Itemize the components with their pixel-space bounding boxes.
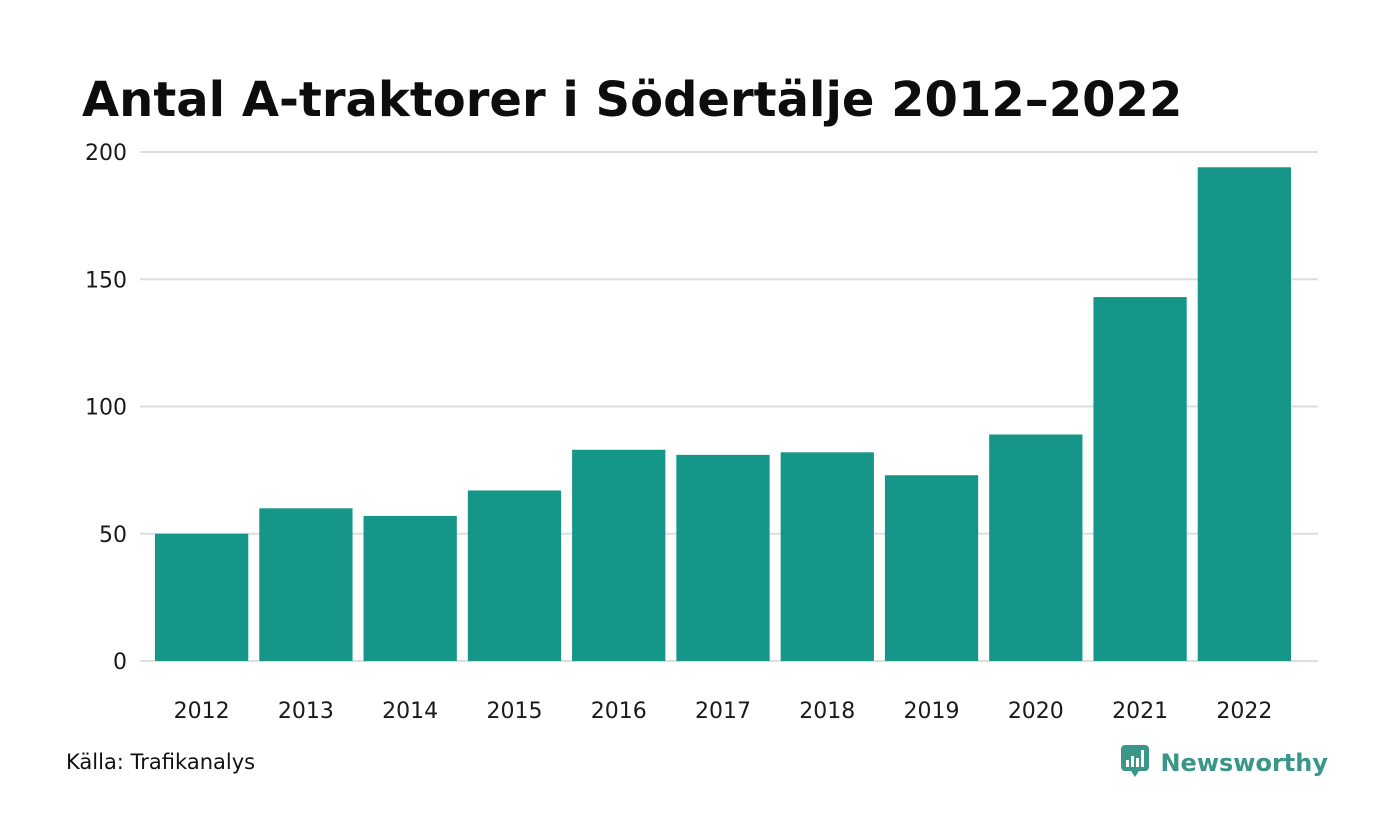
source-note: Källa: Trafikanalys: [66, 750, 256, 774]
x-tick-label: 2016: [591, 699, 647, 724]
x-tick-label: 2014: [382, 699, 438, 724]
x-tick-label: 2021: [1112, 699, 1168, 724]
chart-title: Antal A-traktorer i Södertälje 2012–2022: [82, 72, 1183, 128]
bar-2018: [780, 452, 874, 661]
y-axis-ticks: 0 50 100 150 200: [85, 141, 127, 675]
bar-2020: [989, 434, 1083, 661]
bar-2021: [1093, 297, 1187, 661]
brand-logo: Newsworthy: [1120, 744, 1328, 782]
bar-chart-speech-bubble-icon: [1120, 744, 1150, 782]
x-tick-label: 2015: [486, 699, 542, 724]
x-tick-label: 2018: [799, 699, 855, 724]
y-tick-label: 0: [113, 650, 127, 675]
bar-2012: [155, 533, 249, 661]
x-tick-label: 2020: [1008, 699, 1064, 724]
bar-2013: [259, 508, 353, 661]
y-tick-label: 50: [99, 523, 127, 548]
bar-2022: [1197, 167, 1291, 661]
bar-2014: [363, 515, 457, 661]
x-tick-label: 2012: [174, 699, 230, 724]
bar-2016: [572, 449, 666, 661]
bar-2017: [676, 454, 770, 661]
y-tick-label: 100: [85, 396, 127, 421]
y-tick-label: 200: [85, 141, 127, 166]
bar-2015: [467, 490, 562, 661]
bars: [155, 167, 1291, 661]
x-axis-ticks: 2012 2013 2014 2015 2016 2017 2018 2019 2020 2021…: [174, 699, 1273, 724]
x-tick-label: 2019: [904, 699, 960, 724]
y-tick-label: 150: [85, 268, 127, 293]
brand-name: Newsworthy: [1160, 749, 1328, 777]
x-tick-label: 2022: [1216, 699, 1272, 724]
x-tick-label: 2017: [695, 699, 751, 724]
bar-2019: [884, 475, 979, 661]
x-tick-label: 2013: [278, 699, 334, 724]
